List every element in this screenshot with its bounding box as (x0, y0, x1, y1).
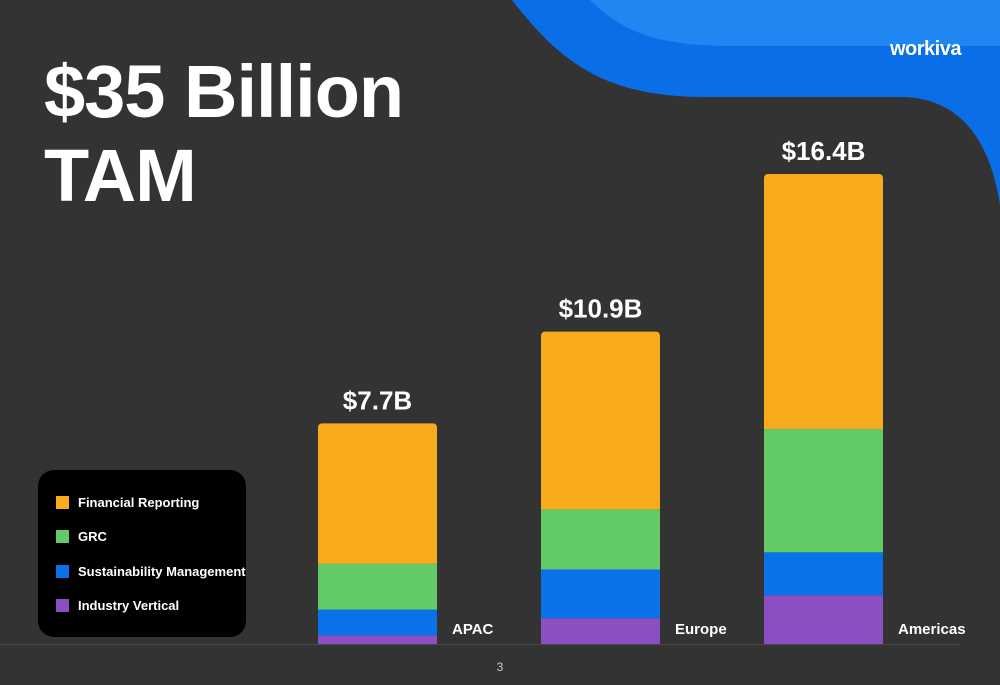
category-label: Europe (675, 621, 727, 638)
total-label: $10.9B (559, 294, 643, 324)
page-number: 3 (496, 660, 504, 674)
bar-segment-fill (541, 337, 660, 510)
bar-segment (764, 595, 883, 644)
legend-swatch (56, 495, 69, 509)
bar-segment-fill (764, 180, 883, 430)
legend-swatch (56, 530, 69, 543)
legend-item: Financial Reporting (56, 494, 199, 510)
bar-segment-fill (318, 429, 437, 564)
category-label: Americas (898, 621, 966, 638)
decor-curve (512, 0, 1000, 205)
logo: workiva (890, 38, 961, 60)
bar-segment (764, 429, 883, 553)
bar-segment (318, 635, 437, 644)
bar-segment (764, 552, 883, 596)
category-label: APAC (452, 621, 494, 638)
legend-item: Sustainability Management (56, 563, 246, 579)
legend-label: GRC (78, 529, 107, 544)
legend-label: Financial Reporting (78, 494, 200, 510)
slide-title: $35 Billion TAM (44, 50, 404, 217)
legend-swatch (56, 599, 69, 612)
legend-item: Industry Vertical (56, 598, 179, 614)
decor-curve-light (590, 0, 1000, 46)
legend-swatch (56, 564, 69, 578)
total-label: $7.7B (343, 385, 412, 415)
bar-segment (318, 609, 437, 636)
legend-label: Sustainability Management (78, 563, 246, 579)
legend: Financial Reporting GRC Sustainability Man… (38, 470, 246, 637)
bar-segment (318, 563, 437, 610)
bar-segment (541, 618, 660, 644)
bar-segment (541, 569, 660, 619)
legend-label: Industry Vertical (78, 598, 180, 613)
bar-segment (541, 509, 660, 570)
total-label: $16.4B (782, 136, 866, 166)
legend-item: GRC (56, 529, 107, 545)
